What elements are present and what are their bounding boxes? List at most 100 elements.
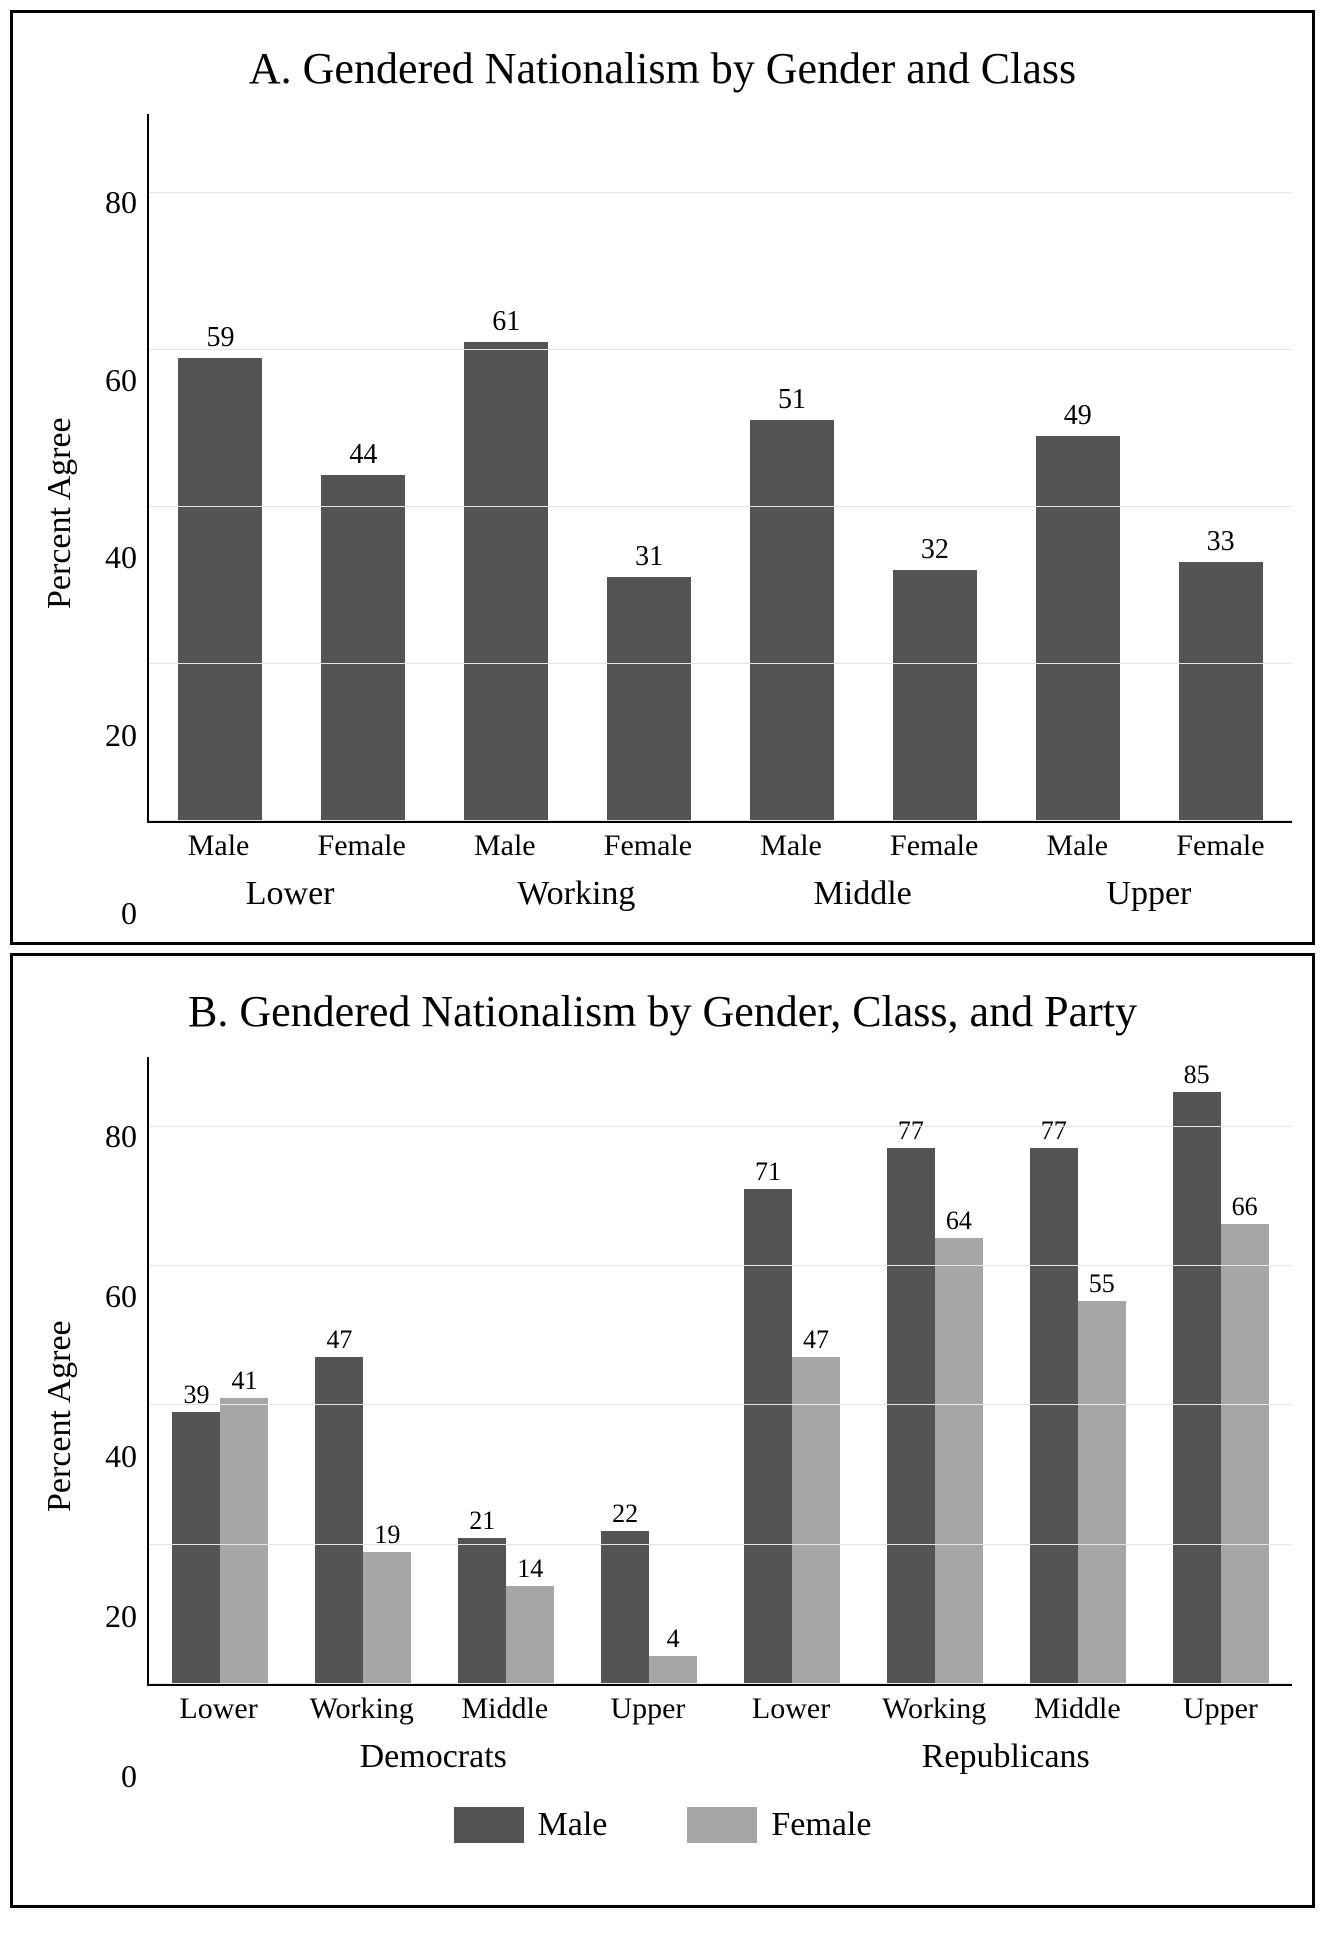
bar: 31: [607, 577, 691, 821]
x-class-label: Working: [863, 1686, 1006, 1726]
x-class-label: Upper: [1006, 869, 1292, 913]
bar-value-label: 77: [887, 1116, 935, 1146]
panel-b-legend: Male Female: [33, 1806, 1292, 1854]
grid-line: [149, 349, 1292, 350]
x-gender-label: Female: [863, 823, 1006, 863]
bar-value-label: 39: [172, 1380, 220, 1410]
bar-value-label: 4: [649, 1624, 697, 1654]
grid-line: [149, 1126, 1292, 1127]
bar-value-label: 47: [315, 1325, 363, 1355]
panel-b-party-row: DemocratsRepublicans: [147, 1726, 1292, 1776]
x-class-label: Lower: [147, 1686, 290, 1726]
class-group: 4933: [1006, 114, 1292, 821]
bar-wrap: 33: [1149, 114, 1292, 821]
class-pair: 2114: [435, 1057, 578, 1684]
grid-line: [149, 506, 1292, 507]
panel-a-class-row: LowerWorkingMiddleUpper: [147, 863, 1292, 913]
class-pair: 7147: [721, 1057, 864, 1684]
bar: 44: [321, 475, 405, 821]
legend-label: Male: [538, 1806, 608, 1844]
x-party-label: Republicans: [720, 1732, 1293, 1776]
bar-value-label: 61: [464, 306, 548, 338]
x-gender-label: Male: [433, 823, 576, 863]
panel-b-ylabel: Percent Agree: [33, 1057, 87, 1776]
bar: 33: [1179, 562, 1263, 821]
legend-swatch: [687, 1807, 757, 1843]
legend-label: Female: [771, 1806, 871, 1844]
grid-line: [149, 1683, 1292, 1684]
bar: 14: [506, 1586, 554, 1684]
panel-a-plot-area: 5944613151324933: [147, 114, 1292, 823]
bar: 21: [458, 1538, 506, 1684]
panel-a-plot-wrapper: Percent Agree 806040200 5944613151324933…: [33, 114, 1292, 913]
bar-value-label: 51: [750, 384, 834, 416]
bar: 51: [750, 420, 834, 821]
x-class-label: Upper: [576, 1686, 719, 1726]
bar: 47: [792, 1357, 840, 1684]
bar: 41: [220, 1398, 268, 1684]
bar-value-label: 32: [893, 534, 977, 566]
grid-line: [149, 1404, 1292, 1405]
bar: 59: [178, 358, 262, 821]
bar-value-label: 49: [1036, 400, 1120, 432]
bar: 49: [1036, 436, 1120, 821]
legend-item: Male: [454, 1806, 608, 1844]
bar: 77: [1030, 1148, 1078, 1684]
bar-value-label: 47: [792, 1325, 840, 1355]
bar: 39: [172, 1412, 220, 1684]
bar: 77: [887, 1148, 935, 1684]
bar-value-label: 41: [220, 1366, 268, 1396]
x-gender-label: Male: [720, 823, 863, 863]
bar-value-label: 44: [321, 439, 405, 471]
x-class-label: Lower: [720, 1686, 863, 1726]
bar: 4: [649, 1656, 697, 1684]
bar: 85: [1173, 1092, 1221, 1684]
class-pair: 224: [578, 1057, 721, 1684]
class-pair: 7755: [1006, 1057, 1149, 1684]
x-gender-label: Female: [290, 823, 433, 863]
x-class-label: Upper: [1149, 1686, 1292, 1726]
legend-item: Female: [687, 1806, 871, 1844]
x-class-label: Working: [290, 1686, 433, 1726]
bar: 32: [893, 570, 977, 821]
bar-wrap: 59: [149, 114, 292, 821]
class-pair: 8566: [1149, 1057, 1292, 1684]
bar: 64: [935, 1238, 983, 1684]
bar-wrap: 61: [435, 114, 578, 821]
bar-wrap: 44: [292, 114, 435, 821]
class-pair: 3941: [149, 1057, 292, 1684]
bar-wrap: 49: [1006, 114, 1149, 821]
x-gender-label: Male: [147, 823, 290, 863]
x-class-label: Middle: [1006, 1686, 1149, 1726]
bar: 66: [1221, 1224, 1269, 1684]
panel-b-title: B. Gendered Nationalism by Gender, Class…: [33, 986, 1292, 1037]
party-group: 394147192114224: [149, 1057, 721, 1684]
bar-value-label: 21: [458, 1506, 506, 1536]
x-party-label: Democrats: [147, 1732, 720, 1776]
x-class-label: Middle: [433, 1686, 576, 1726]
panel-a-bars: 5944613151324933: [149, 114, 1292, 821]
bar: 22: [601, 1531, 649, 1684]
x-class-label: Lower: [147, 869, 433, 913]
x-gender-label: Female: [576, 823, 719, 863]
bar: 71: [744, 1189, 792, 1684]
panel-a-yaxis: 806040200: [87, 114, 147, 913]
panel-b-yaxis: 806040200: [87, 1057, 147, 1776]
panel-a: A. Gendered Nationalism by Gender and Cl…: [10, 10, 1315, 945]
bar-value-label: 31: [607, 541, 691, 573]
x-gender-label: Female: [1149, 823, 1292, 863]
panel-b-bars: 3941471921142247147776477558566: [149, 1057, 1292, 1684]
panel-b-plot-wrapper: Percent Agree 806040200 3941471921142247…: [33, 1057, 1292, 1776]
panel-a-ylabel: Percent Agree: [33, 114, 87, 913]
class-group: 61 31: [435, 114, 721, 821]
class-group: 5132: [721, 114, 1007, 821]
bar-value-label: 66: [1221, 1192, 1269, 1222]
bar-value-label: 55: [1078, 1269, 1126, 1299]
class-group: 5944: [149, 114, 435, 821]
panel-b-class-row: LowerWorkingMiddleUpperLowerWorkingMiddl…: [147, 1686, 1292, 1726]
x-class-label: Working: [433, 869, 719, 913]
party-group: 7147776477558566: [721, 1057, 1293, 1684]
bar-value-label: 77: [1030, 1116, 1078, 1146]
bar-value-label: 14: [506, 1554, 554, 1584]
x-gender-label: Male: [1006, 823, 1149, 863]
